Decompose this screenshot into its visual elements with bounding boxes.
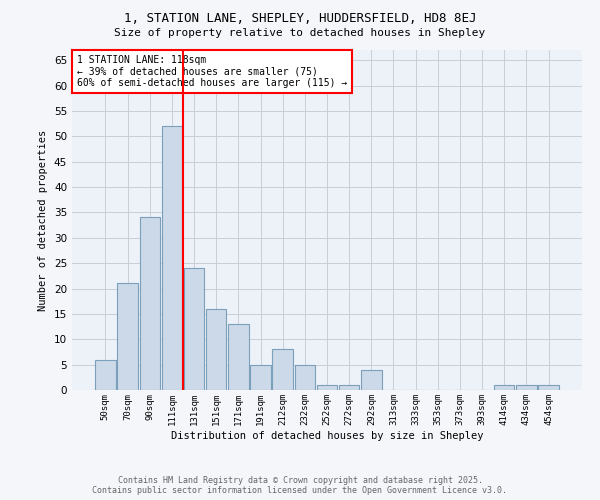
Bar <box>118 284 138 390</box>
Bar <box>206 309 226 390</box>
Bar <box>140 218 160 390</box>
Bar <box>228 324 248 390</box>
Bar <box>538 385 559 390</box>
Bar <box>339 385 359 390</box>
Y-axis label: Number of detached properties: Number of detached properties <box>38 130 49 310</box>
Bar <box>161 126 182 390</box>
X-axis label: Distribution of detached houses by size in Shepley: Distribution of detached houses by size … <box>171 430 483 440</box>
Bar <box>272 350 293 390</box>
Bar <box>494 385 514 390</box>
Bar <box>250 364 271 390</box>
Bar <box>184 268 204 390</box>
Bar <box>95 360 116 390</box>
Bar <box>295 364 315 390</box>
Text: 1, STATION LANE, SHEPLEY, HUDDERSFIELD, HD8 8EJ: 1, STATION LANE, SHEPLEY, HUDDERSFIELD, … <box>124 12 476 26</box>
Text: 1 STATION LANE: 118sqm
← 39% of detached houses are smaller (75)
60% of semi-det: 1 STATION LANE: 118sqm ← 39% of detached… <box>77 55 347 88</box>
Bar <box>317 385 337 390</box>
Bar <box>516 385 536 390</box>
Text: Size of property relative to detached houses in Shepley: Size of property relative to detached ho… <box>115 28 485 38</box>
Bar <box>361 370 382 390</box>
Text: Contains HM Land Registry data © Crown copyright and database right 2025.
Contai: Contains HM Land Registry data © Crown c… <box>92 476 508 495</box>
